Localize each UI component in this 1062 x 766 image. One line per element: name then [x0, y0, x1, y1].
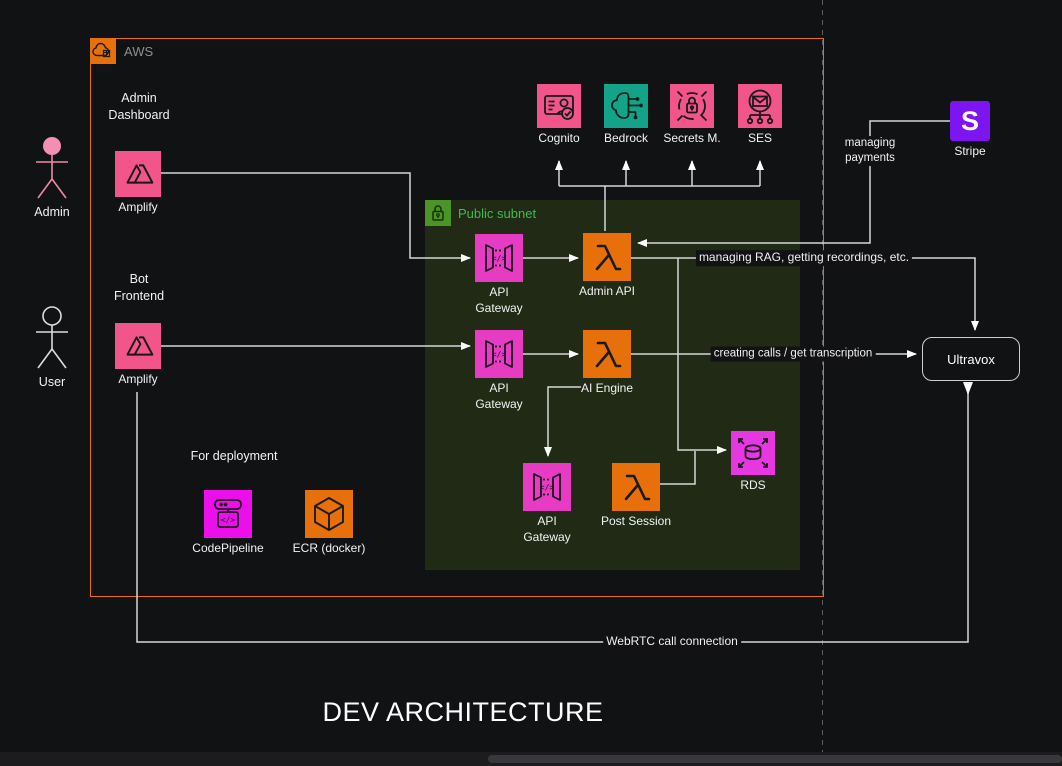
stripe-icon: S — [950, 101, 990, 141]
node-secrets-manager[interactable]: Secrets M. — [663, 84, 721, 145]
node-codepipeline[interactable]: </> CodePipeline — [192, 490, 264, 555]
ses-icon — [738, 84, 782, 128]
node-amplify-bot[interactable]: Amplify — [115, 323, 161, 386]
actor-user[interactable]: User — [30, 305, 74, 389]
node-label: AI Engine — [580, 381, 634, 397]
edge-label-webrtc: WebRTC call connection — [603, 634, 741, 650]
node-label: ECR (docker) — [292, 541, 366, 555]
node-label: Post Session — [600, 514, 672, 528]
edge-label-managing-rag: managing RAG, getting recordings, etc. — [695, 250, 913, 266]
secrets-manager-icon — [670, 84, 714, 128]
subnet-lock-icon — [425, 200, 451, 226]
node-api-gateway-3[interactable]: </> API Gateway — [523, 463, 571, 544]
node-label: Bedrock — [603, 131, 649, 145]
edge-label-managing-payments: managing payments — [841, 136, 899, 166]
ecr-docker-icon — [305, 490, 353, 538]
aws-group-label: AWS — [124, 44, 154, 59]
node-ai-engine[interactable]: AI Engine — [580, 330, 634, 397]
node-label: Secrets M. — [663, 131, 721, 145]
node-bedrock[interactable]: Bedrock — [604, 84, 648, 145]
node-ses[interactable]: SES — [738, 84, 782, 145]
webrtc-arrowhead — [963, 382, 973, 395]
amplify-icon — [115, 323, 161, 369]
api-gateway-icon: </> — [523, 463, 571, 511]
stripe-letter: S — [960, 105, 979, 136]
node-label: Stripe — [954, 144, 986, 158]
cognito-icon — [537, 84, 581, 128]
node-cognito[interactable]: Cognito — [537, 84, 581, 145]
actor-admin-label: Admin — [34, 205, 70, 219]
node-api-gateway-2[interactable]: </> API Gateway — [475, 330, 523, 411]
actor-admin[interactable]: Admin — [30, 135, 74, 219]
node-label: RDS — [740, 478, 766, 492]
lambda-icon — [583, 330, 631, 378]
lambda-icon — [583, 233, 631, 281]
node-label: API Gateway — [475, 381, 523, 411]
bedrock-icon — [604, 84, 648, 128]
edge-label-creating-calls: creating calls / get transcription — [710, 346, 876, 362]
node-ecr[interactable]: ECR (docker) — [293, 490, 365, 555]
node-label: API Gateway — [475, 285, 523, 315]
api-gateway-icon: </> — [475, 330, 523, 378]
aws-cloud-icon — [90, 38, 116, 64]
rds-icon — [731, 431, 775, 475]
for-deployment-note: For deployment — [190, 449, 278, 463]
node-stripe[interactable]: S Stripe — [950, 101, 990, 158]
user-stick-figure-icon — [36, 306, 68, 369]
node-amplify-admin[interactable]: Amplify — [115, 151, 161, 214]
node-label: Admin API — [578, 284, 636, 298]
lambda-icon — [612, 463, 660, 511]
svg-text:</>: </> — [492, 350, 507, 359]
svg-text:</>: </> — [492, 254, 507, 263]
amplify-icon — [115, 151, 161, 197]
node-post-session[interactable]: Post Session — [601, 463, 671, 528]
node-rds[interactable]: RDS — [731, 431, 775, 492]
node-label: CodePipeline — [192, 541, 264, 555]
node-ultravox[interactable]: Ultravox — [922, 337, 1020, 381]
node-label: Amplify — [118, 372, 158, 386]
ultravox-label: Ultravox — [947, 351, 995, 367]
node-label: API Gateway — [523, 514, 571, 544]
diagram-title: DEV ARCHITECTURE — [322, 697, 604, 727]
api-gateway-icon: </> — [475, 234, 523, 282]
admin-stick-figure-icon — [36, 137, 68, 199]
node-label: Cognito — [538, 131, 580, 145]
codepipeline-icon: </> — [204, 490, 252, 538]
node-admin-api[interactable]: Admin API — [579, 233, 635, 298]
node-label: Amplify — [118, 200, 158, 214]
svg-text:</>: </> — [540, 483, 555, 492]
node-api-gateway-1[interactable]: </> API Gateway — [475, 234, 523, 315]
actor-user-label: User — [38, 375, 66, 389]
public-subnet-label: Public subnet — [458, 206, 537, 221]
svg-text:</>: </> — [221, 516, 236, 525]
bot-frontend-note: Bot Frontend — [113, 272, 165, 303]
node-label: SES — [747, 131, 773, 145]
admin-dashboard-note: Admin Dashboard — [108, 91, 170, 122]
bottom-scrollbar-thumb[interactable] — [488, 755, 1062, 763]
